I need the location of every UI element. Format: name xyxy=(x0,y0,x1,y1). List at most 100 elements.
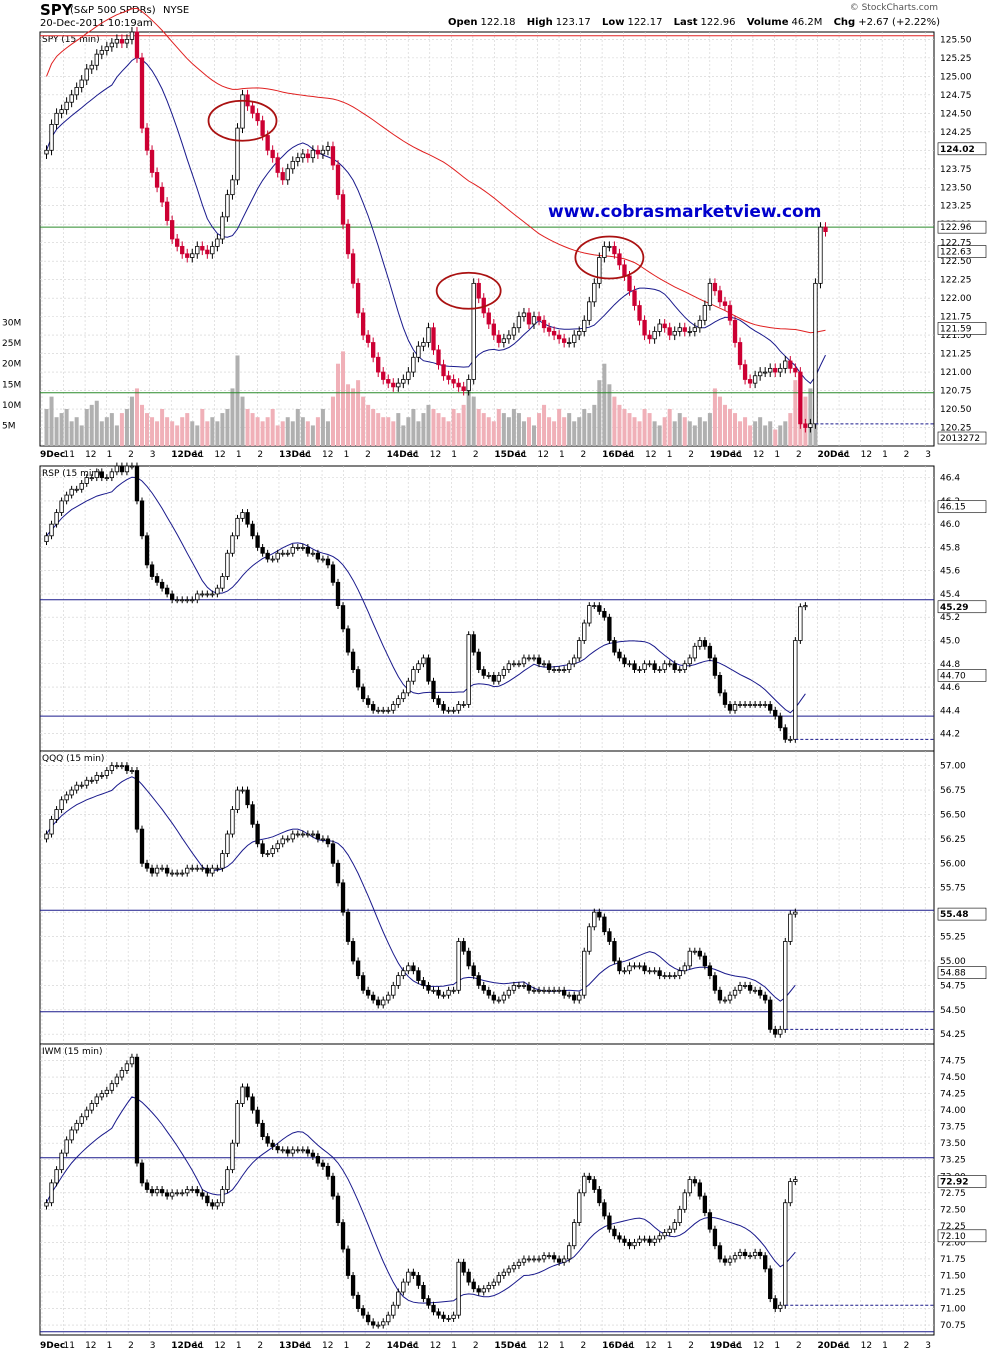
candle xyxy=(360,312,366,336)
candle xyxy=(687,331,692,333)
volume-bar xyxy=(562,417,567,446)
candle xyxy=(290,1149,295,1154)
candle xyxy=(300,833,305,836)
candle xyxy=(727,305,733,321)
y-tick-label: 73.50 xyxy=(940,1139,966,1149)
candle xyxy=(561,1258,567,1263)
candle xyxy=(109,1083,115,1091)
y-tick-label: 124.50 xyxy=(940,109,972,119)
candle xyxy=(74,488,79,491)
hour-tick-label: 12 xyxy=(645,1341,656,1351)
candle xyxy=(330,1175,336,1197)
candle xyxy=(265,1136,270,1144)
candle xyxy=(295,833,300,836)
volume-bar xyxy=(341,351,346,446)
volume-bar xyxy=(622,408,627,446)
date-tick-label: 9Dec xyxy=(40,1341,65,1351)
candle xyxy=(74,1122,79,1131)
candle xyxy=(627,663,632,666)
candle xyxy=(697,640,703,647)
hour-tick-label: 2 xyxy=(473,1341,479,1351)
volume-bar xyxy=(768,421,773,446)
y-tick-label: 125.25 xyxy=(940,54,972,64)
candle xyxy=(592,605,597,607)
candle xyxy=(84,1109,89,1118)
panel-title: QQQ (15 min) xyxy=(42,754,104,764)
volume-bar xyxy=(320,408,325,446)
candle xyxy=(185,1189,190,1194)
hour-tick-label: 1 xyxy=(559,450,565,460)
candle xyxy=(265,135,270,151)
candle xyxy=(99,1093,104,1098)
volume-bar xyxy=(280,421,285,446)
panel-spy: 125.50 125.25 125.00 124.75 124.50 124.25 124.… xyxy=(2,7,987,447)
candle xyxy=(54,512,59,525)
candle xyxy=(180,1192,185,1195)
candle xyxy=(788,738,793,741)
candle xyxy=(526,1258,532,1261)
volume-bar xyxy=(542,404,547,446)
volume-bar xyxy=(773,429,778,446)
candle xyxy=(737,704,743,706)
candle xyxy=(290,547,295,554)
date-tick-label: 14Dec xyxy=(387,1341,418,1351)
candle xyxy=(335,164,341,196)
volume-bar xyxy=(175,425,180,446)
candle xyxy=(426,985,431,991)
candle xyxy=(325,558,331,566)
value-label-box xyxy=(937,1229,987,1243)
hour-tick-label: 1 xyxy=(451,450,457,460)
candle xyxy=(74,87,79,96)
low-label: Low xyxy=(601,17,625,28)
candle xyxy=(667,975,672,978)
hour-tick-label: 11 xyxy=(64,1341,75,1351)
candle xyxy=(757,704,763,706)
candle xyxy=(225,833,230,854)
candle xyxy=(732,1255,738,1260)
hour-tick-label: 2 xyxy=(257,450,263,460)
candle xyxy=(225,1169,230,1190)
candle xyxy=(707,645,713,659)
volume-bar xyxy=(778,425,783,446)
candle xyxy=(99,471,104,479)
candle xyxy=(330,564,336,583)
plot-frame xyxy=(39,465,935,752)
stockcharts-brand: © StockCharts.com xyxy=(849,3,938,13)
candle xyxy=(793,911,798,915)
chg-label: Chg xyxy=(833,17,856,28)
y-tick-label: 74.00 xyxy=(940,1106,966,1116)
candle xyxy=(220,853,225,869)
y-tick-label: 54.50 xyxy=(940,1006,966,1016)
candle xyxy=(386,379,391,384)
y-tick-label: 122.25 xyxy=(940,276,972,286)
y-tick-label: 72.75 xyxy=(940,1189,966,1199)
candle xyxy=(647,970,652,973)
candle xyxy=(255,823,260,845)
candle xyxy=(426,1298,431,1306)
date-tick-label: 9Dec xyxy=(40,450,65,460)
volume-bar xyxy=(743,417,748,446)
candle xyxy=(250,523,255,537)
candle xyxy=(84,477,89,484)
y-tick-label: 74.50 xyxy=(940,1073,966,1083)
last-label: Last xyxy=(673,17,698,28)
hour-tick-label: 2 xyxy=(365,1341,371,1351)
open-label: Open xyxy=(447,17,478,28)
volume-bar xyxy=(808,388,813,446)
candle xyxy=(190,599,195,602)
candle xyxy=(391,1304,396,1316)
volume-bar xyxy=(511,408,516,446)
candle xyxy=(793,640,798,740)
volume-bar xyxy=(702,421,707,446)
moving-average-line xyxy=(46,1096,796,1304)
y-tick-label: 46.0 xyxy=(940,520,960,530)
candle xyxy=(526,657,532,660)
candle xyxy=(365,334,371,343)
candle xyxy=(622,970,627,973)
candle xyxy=(436,349,441,366)
hour-tick-label: 12 xyxy=(645,450,656,460)
volume-bar xyxy=(557,408,562,446)
candle xyxy=(225,552,230,577)
candle xyxy=(496,674,501,682)
volume-bar xyxy=(738,421,743,446)
